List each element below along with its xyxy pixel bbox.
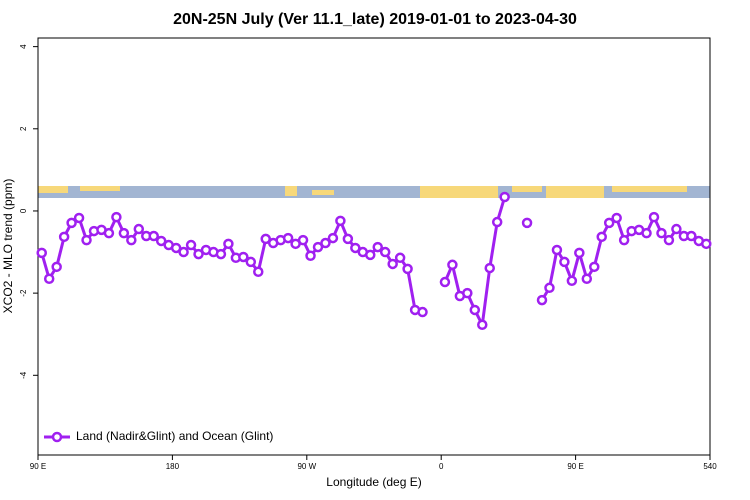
data-point <box>603 217 615 229</box>
data-point <box>574 247 585 259</box>
data-point <box>245 256 257 268</box>
data-point <box>58 231 70 243</box>
data-point <box>51 261 62 273</box>
data-point <box>379 246 391 258</box>
y-tick-label: 2 <box>19 126 28 131</box>
data-point <box>499 191 510 203</box>
x-tick-label: 90 W <box>297 462 316 471</box>
data-point <box>118 227 130 239</box>
data-point <box>477 319 488 331</box>
data-point <box>544 282 555 294</box>
x-tick-label: 0 <box>439 462 444 471</box>
legend-label: Land (Nadir&Glint) and Ocean (Glint) <box>76 429 273 443</box>
data-point <box>417 306 428 318</box>
data-point <box>641 227 652 239</box>
data-point <box>701 238 712 250</box>
data-point <box>215 248 227 260</box>
data-point <box>551 244 563 256</box>
data-point <box>372 241 383 253</box>
series-line <box>40 196 707 327</box>
data-point <box>648 211 660 223</box>
y-tick-label: 4 <box>19 44 28 49</box>
data-point <box>350 242 361 254</box>
data-point <box>238 251 249 263</box>
y-axis-label: XCO2 - MLO trend (ppm) <box>1 179 15 314</box>
legend-marker <box>51 431 63 443</box>
data-point <box>566 275 578 287</box>
data-point <box>671 223 682 235</box>
data-point <box>312 241 324 253</box>
data-point <box>521 217 533 229</box>
map-strip <box>38 186 710 198</box>
data-point <box>282 232 294 244</box>
data-point <box>297 234 309 246</box>
data-point <box>491 216 503 228</box>
data-point <box>686 230 697 242</box>
y-tick-label: -4 <box>19 371 28 379</box>
data-point <box>469 304 481 316</box>
data-point <box>656 227 667 239</box>
data-point <box>611 212 622 224</box>
data-point <box>305 250 316 261</box>
data-point <box>484 262 495 274</box>
data-point <box>320 237 331 249</box>
x-tick-label: 540 <box>703 462 717 471</box>
data-point <box>126 234 137 246</box>
data-point <box>178 246 189 258</box>
data-point <box>133 223 145 235</box>
data-point <box>618 234 630 246</box>
chart-title: 20N-25N July (Ver 11.1_late) 2019-01-01 … <box>173 11 577 28</box>
data-point <box>589 261 600 273</box>
data-point <box>663 234 675 246</box>
data-point <box>66 217 77 229</box>
y-tick-label: 0 <box>19 208 28 213</box>
y-tick-label: -2 <box>19 289 28 297</box>
data-point <box>335 215 346 227</box>
data-point <box>170 242 182 254</box>
data-point <box>43 273 55 285</box>
data-point <box>462 287 473 299</box>
data-point <box>253 266 264 278</box>
data-point <box>596 231 607 243</box>
data-point <box>260 233 271 245</box>
x-tick-label: 90 E <box>30 462 46 471</box>
data-point <box>155 235 167 247</box>
data-point <box>559 256 570 268</box>
x-tick-label: 180 <box>166 462 180 471</box>
data-point <box>439 276 451 288</box>
data-point <box>111 211 122 223</box>
data-point <box>327 232 339 244</box>
data-point <box>365 249 376 261</box>
data-point <box>193 248 204 260</box>
data-point <box>402 263 413 275</box>
data-point <box>73 212 85 224</box>
data-point <box>185 239 197 251</box>
data-point <box>387 258 398 270</box>
data-point <box>447 259 458 271</box>
x-axis-label: Longitude (deg E) <box>326 475 421 489</box>
data-point <box>536 294 548 306</box>
data-point <box>342 233 354 245</box>
data-point <box>223 238 234 250</box>
data-point <box>103 227 115 239</box>
x-tick-label: 90 E <box>567 462 583 471</box>
data-point <box>36 247 47 259</box>
data-point <box>581 273 593 285</box>
data-point <box>394 252 406 264</box>
data-point <box>81 234 92 246</box>
data-point <box>148 230 159 242</box>
